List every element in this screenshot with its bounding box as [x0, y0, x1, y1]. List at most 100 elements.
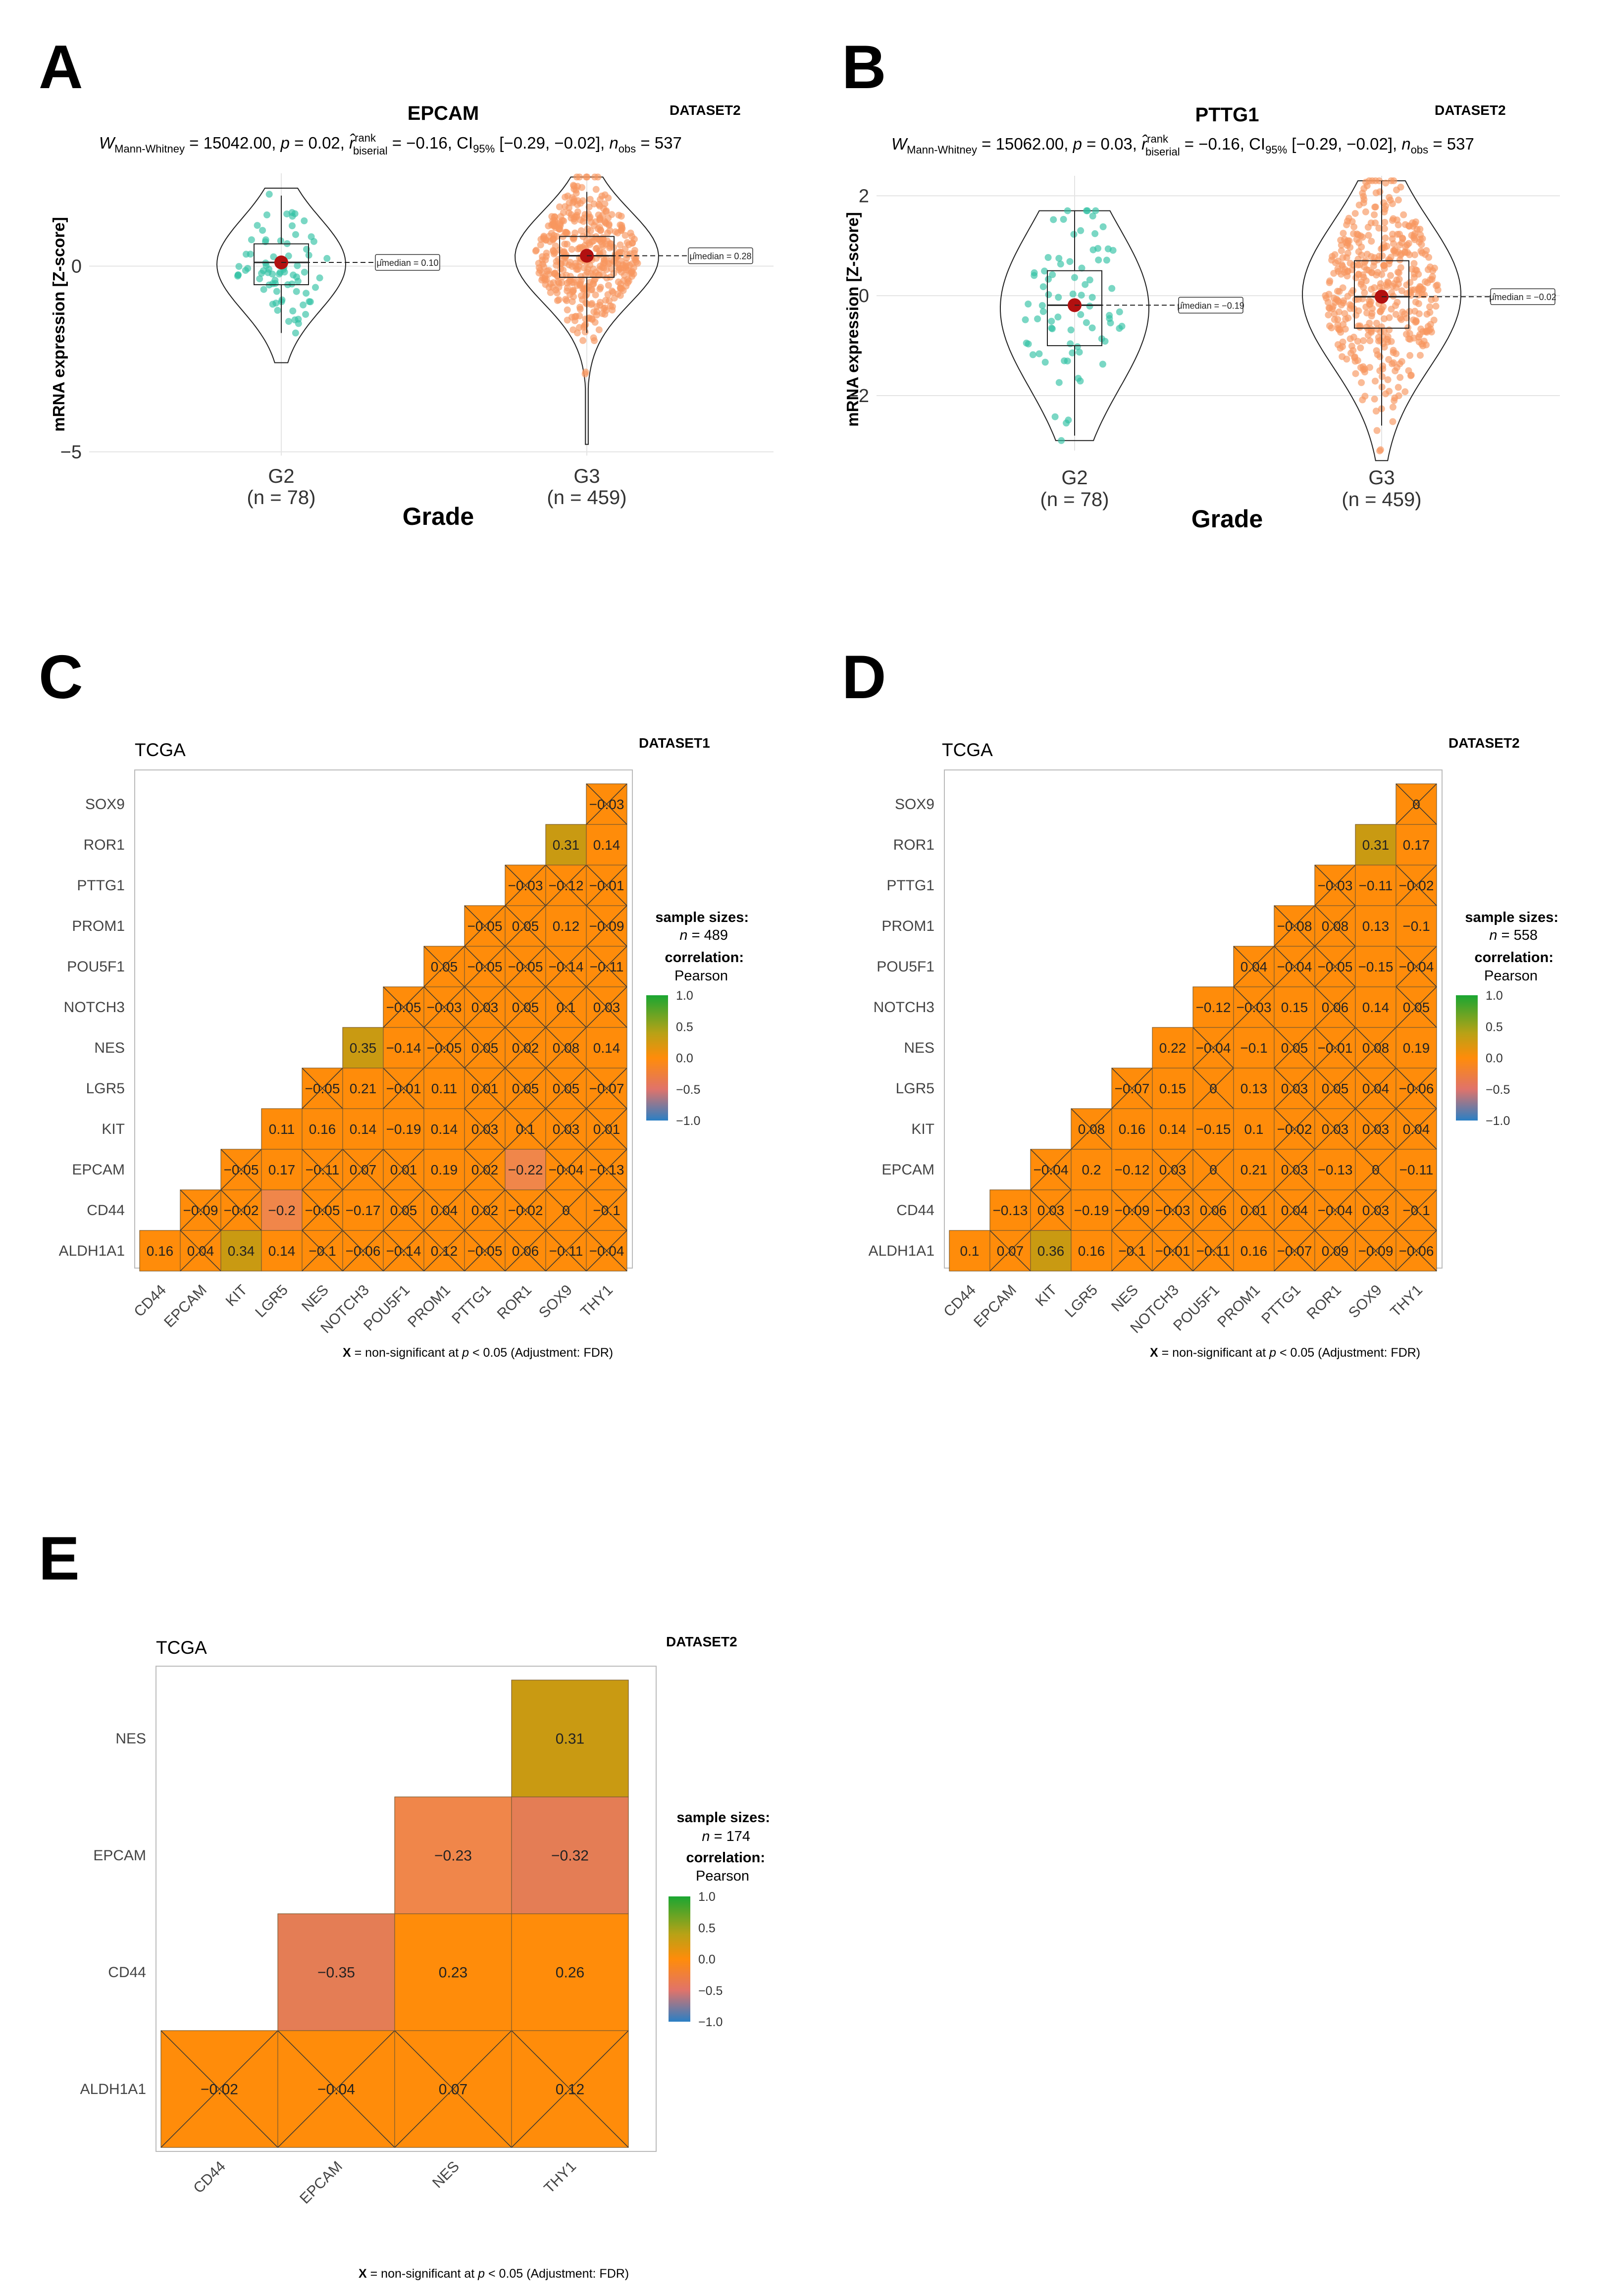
median-label: μ̂median = 0.10	[377, 258, 439, 268]
cell-value: 0.1	[960, 1243, 980, 1259]
data-point	[547, 289, 554, 296]
cell-value: −0.14	[386, 1040, 421, 1056]
heatmap-cell	[1233, 1027, 1275, 1069]
data-point	[1339, 343, 1346, 350]
data-point	[1054, 313, 1062, 321]
legend-tick-label: 0.5	[676, 1020, 693, 1034]
col-label: LGR5	[252, 1282, 291, 1321]
heatmap-cell	[1071, 1149, 1112, 1190]
data-point	[1381, 225, 1388, 232]
heatmap-cell	[302, 1108, 343, 1150]
data-point	[1396, 374, 1404, 381]
non-significant-mark	[1192, 1149, 1234, 1190]
data-point	[564, 306, 571, 313]
legend-n-val: = 174	[710, 1829, 750, 1844]
data-point	[1388, 306, 1395, 313]
data-point	[598, 192, 606, 200]
data-point	[1375, 224, 1383, 232]
cell-value: 0.35	[350, 1040, 377, 1056]
data-point	[576, 304, 583, 311]
data-point	[1415, 310, 1423, 317]
data-point	[548, 213, 556, 220]
data-point	[1398, 239, 1405, 247]
data-point	[1434, 281, 1441, 289]
data-point	[1397, 264, 1404, 271]
heatmap-legend: sample sizes: n = 558 correlation: Pears…	[1456, 910, 1558, 1128]
data-point	[1349, 347, 1357, 354]
row-label: POU5F1	[67, 959, 125, 975]
data-point	[1389, 404, 1396, 411]
data-point	[1389, 418, 1396, 425]
heatmap-cell	[545, 905, 587, 947]
row-label: LGR5	[86, 1080, 125, 1097]
data-point	[1375, 337, 1382, 345]
col-label: PROM1	[1214, 1282, 1263, 1331]
data-point	[590, 280, 597, 288]
chart-title: PTTG1	[1195, 104, 1259, 126]
legend-sample-size: n = 558	[1489, 927, 1538, 943]
data-point	[1410, 260, 1418, 267]
data-point	[1022, 316, 1029, 323]
data-point	[1395, 269, 1402, 276]
data-point	[1359, 271, 1367, 279]
data-point	[289, 222, 296, 229]
row-label: NOTCH3	[64, 999, 125, 1016]
stat-ci-val: [−0.29, −0.02],	[495, 134, 609, 152]
cell-value: 0.16	[147, 1243, 174, 1259]
data-point	[568, 246, 575, 253]
cell-value: 0.15	[1159, 1081, 1187, 1096]
cell-value: 0.17	[1403, 837, 1430, 853]
data-point	[1351, 357, 1359, 365]
heatmap-cell	[989, 1189, 1031, 1231]
cell-value: 0.21	[1240, 1162, 1268, 1177]
data-point	[605, 214, 612, 222]
non-significant-mark	[1314, 1027, 1356, 1069]
data-point	[1377, 280, 1384, 287]
data-point	[568, 211, 575, 218]
cell-value: 0.14	[1362, 1000, 1390, 1015]
data-point	[1082, 281, 1089, 288]
data-point	[588, 300, 596, 307]
data-point	[1367, 298, 1375, 306]
data-point	[1088, 324, 1096, 332]
data-point	[608, 240, 615, 248]
row-label: SOX9	[85, 796, 125, 813]
non-significant-mark	[1274, 1068, 1315, 1109]
data-point	[1430, 316, 1438, 324]
data-point	[1376, 367, 1384, 374]
heatmap-cell	[261, 1108, 303, 1150]
data-point	[1381, 219, 1389, 226]
cell-value: 0.14	[350, 1122, 377, 1137]
data-point	[1352, 311, 1360, 319]
data-point	[1362, 277, 1370, 285]
non-significant-mark	[586, 986, 627, 1028]
cell-value: 0.31	[1362, 837, 1390, 853]
data-point	[288, 209, 296, 216]
legend-corr-title: correlation:	[665, 950, 744, 966]
data-point	[1378, 271, 1386, 278]
data-point	[1407, 371, 1415, 379]
data-point	[552, 286, 560, 294]
col-label: THY1	[541, 2158, 579, 2197]
legend-method: Pearson	[1484, 968, 1538, 984]
cell-value: −0.19	[386, 1122, 421, 1137]
stat-r-val: = −0.16, CI	[1180, 135, 1265, 153]
col-label: ROR1	[1304, 1282, 1344, 1323]
data-point	[1418, 241, 1425, 248]
cell-value: 0.13	[1362, 918, 1390, 934]
col-label: NES	[429, 2158, 463, 2192]
data-point	[1403, 331, 1410, 338]
data-point	[535, 259, 542, 267]
panel-letter-d: D	[842, 643, 886, 712]
data-point	[1417, 352, 1424, 359]
non-significant-mark	[1395, 783, 1437, 825]
data-point	[1078, 292, 1085, 299]
data-point	[1041, 358, 1049, 366]
col-label: KIT	[223, 1282, 251, 1310]
non-significant-mark	[383, 1189, 424, 1231]
data-point	[1394, 231, 1401, 238]
non-significant-mark	[302, 1230, 343, 1272]
row-label: SOX9	[895, 796, 934, 813]
data-point	[631, 236, 638, 243]
